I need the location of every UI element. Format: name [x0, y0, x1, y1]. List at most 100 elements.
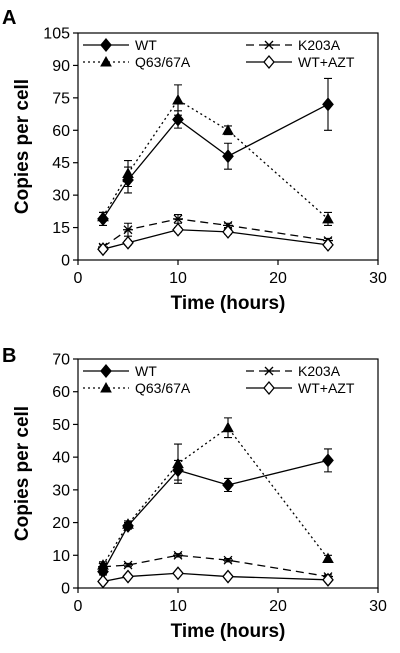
x-tick-label: 20: [269, 598, 287, 615]
legend-marker: [263, 380, 275, 396]
legend-label: WT+AZT: [298, 54, 355, 70]
legend-marker: [264, 40, 274, 50]
data-point: [222, 569, 234, 584]
data-point: [322, 237, 334, 252]
series-line: [102, 572, 329, 583]
y-tick-label: 60: [52, 123, 70, 140]
legend-item: K203A: [246, 37, 341, 53]
data-point: [322, 212, 334, 224]
legend-item: Q63/67A: [83, 380, 191, 396]
series-Q63/67A: [97, 84, 334, 226]
series-line: [102, 99, 329, 220]
legend-label: WT+AZT: [298, 380, 355, 396]
legend-label: K203A: [298, 37, 341, 53]
legend-marker: [100, 363, 112, 379]
series-line: [102, 554, 329, 578]
series-Q63/67A: [97, 417, 334, 570]
legend-label: K203A: [298, 363, 341, 379]
legend-label: WT: [135, 363, 157, 379]
legend-item: WT: [83, 37, 157, 53]
data-point: [222, 477, 234, 492]
data-point: [223, 555, 233, 565]
data-point: [322, 453, 334, 468]
y-tick-label: 90: [52, 58, 70, 75]
y-tick-label: 0: [61, 253, 70, 270]
plot-frame: [77, 358, 379, 589]
legend-marker: [100, 55, 112, 67]
y-tick-label: 10: [52, 548, 70, 565]
series-WT: [97, 448, 334, 579]
legend-marker: [100, 381, 112, 393]
panel-b-chart: B 0 10 20 30 40 50 60 70 0 10 20 30 Time (hours) Copie…: [2, 345, 387, 642]
legend-label: Q63/67A: [135, 54, 191, 70]
data-point: [97, 574, 109, 589]
data-point: [172, 222, 184, 237]
data-point: [172, 566, 184, 581]
data-point: [222, 124, 234, 135]
series-WT: [97, 77, 334, 226]
data-point: [97, 559, 109, 570]
y-tick-label: 50: [52, 417, 70, 434]
y-axis-title: Copies per cell: [12, 406, 33, 541]
x-axis-title: Time (hours): [171, 293, 286, 314]
data-point: [97, 242, 109, 257]
x-tick-label: 10: [169, 598, 187, 615]
data-point: [222, 421, 234, 433]
x-tick-label: 0: [74, 270, 83, 287]
legend-item: K203A: [246, 363, 341, 379]
legend-marker: [263, 54, 275, 70]
legend-marker: [100, 37, 112, 53]
data-point: [97, 210, 109, 222]
x-tick-label: 0: [74, 598, 83, 615]
data-point: [322, 572, 334, 587]
x-tick-label: 10: [169, 270, 187, 287]
series-line: [102, 229, 329, 250]
data-point: [122, 235, 134, 250]
legend-item: WT+AZT: [246, 380, 355, 396]
data-point: [122, 518, 134, 529]
y-tick-label: 30: [52, 188, 70, 205]
series-line: [102, 218, 329, 248]
legend-label: WT: [135, 37, 157, 53]
data-point: [123, 560, 133, 570]
data-point: [172, 112, 184, 127]
y-tick-label: 75: [52, 90, 70, 107]
x-tick-label: 30: [369, 598, 387, 615]
y-tick-label: 15: [52, 220, 70, 237]
y-tick-label: 30: [52, 482, 70, 499]
y-tick-label: 40: [52, 450, 70, 467]
panel-a-chart: A 0 15 30 45 60 75 90 105 0 10 20 30 Time (hours) Copi…: [2, 7, 387, 314]
data-point: [172, 457, 184, 469]
plot-frame: [77, 32, 379, 261]
data-point: [322, 97, 334, 112]
y-axis-title: Copies per cell: [12, 79, 33, 214]
y-tick-label: 70: [52, 352, 70, 369]
data-point: [172, 93, 184, 105]
data-point: [222, 224, 234, 239]
data-point: [322, 552, 334, 564]
panel-letter: B: [2, 345, 16, 367]
series-WT+AZT: [97, 566, 334, 589]
series-K203A: [98, 214, 333, 252]
data-point: [222, 149, 234, 164]
y-tick-label: 20: [52, 515, 70, 532]
data-point: [123, 225, 133, 235]
x-tick-label: 30: [369, 270, 387, 287]
data-point: [173, 214, 183, 224]
series-WT+AZT: [97, 222, 334, 257]
legend-item: WT+AZT: [246, 54, 355, 70]
y-tick-label: 0: [61, 581, 70, 598]
data-point: [122, 569, 134, 584]
data-point: [122, 167, 134, 179]
series-line: [102, 426, 329, 566]
y-tick-label: 105: [43, 26, 70, 43]
y-tick-label: 45: [52, 155, 70, 172]
series-line: [102, 103, 329, 220]
legend-label: Q63/67A: [135, 380, 191, 396]
legend-item: WT: [83, 363, 157, 379]
x-tick-label: 20: [269, 270, 287, 287]
panel-letter: A: [2, 7, 16, 29]
y-tick-label: 60: [52, 384, 70, 401]
x-axis-title: Time (hours): [171, 621, 286, 642]
